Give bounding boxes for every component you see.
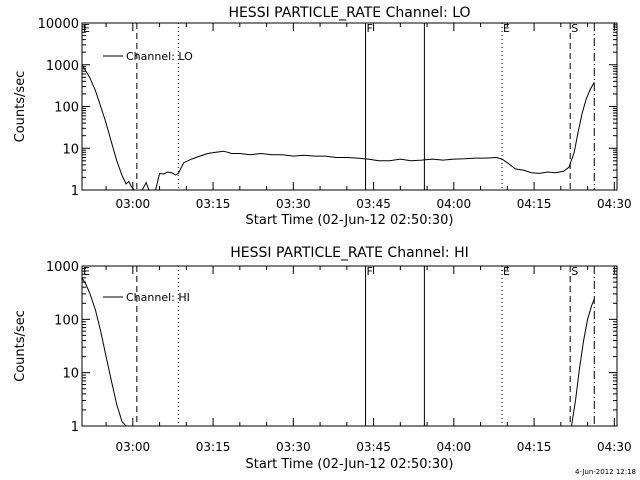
event-marker-label: E [503, 22, 510, 35]
event-marker-label: E [83, 265, 90, 278]
event-marker-label: S [571, 22, 578, 35]
x-tick-label: 04:30 [597, 197, 632, 211]
x-tick-label: 03:00 [116, 197, 151, 211]
y-axis-label: Counts/sec [13, 310, 28, 382]
hi-channel-panel: HESSI PARTICLE_RATE Channel: HI Start Tim… [13, 245, 632, 472]
x-tick-label: 03:45 [356, 440, 391, 454]
series-line [141, 181, 150, 191]
y-tick-label: 1000 [46, 260, 79, 275]
y-tick-label: 100 [54, 101, 79, 116]
lo-channel-panel: HESSI PARTICLE_RATE Channel: LO Start Tim… [13, 5, 632, 228]
event-marker-label: F [367, 265, 373, 278]
event-marker-label: E [503, 265, 510, 278]
legend-label: Channel: LO [126, 50, 193, 63]
x-tick-label: 04:15 [517, 197, 552, 211]
x-axis-label: Start Time (02-Jun-12 02:50:30) [246, 213, 454, 228]
x-tick-label: 03:00 [116, 440, 151, 454]
chart-title: HESSI PARTICLE_RATE Channel: HI [230, 245, 468, 261]
series-line [81, 277, 127, 427]
x-tick-label: 04:00 [437, 440, 472, 454]
event-marker-label: S [571, 265, 578, 278]
y-tick-label: 1 [71, 420, 79, 435]
y-tick-label: 100 [54, 313, 79, 328]
event-marker-label: F [367, 22, 373, 35]
event-marker-label: E [83, 22, 90, 35]
x-tick-label: 04:00 [437, 197, 472, 211]
y-tick-label: 10000 [38, 17, 79, 32]
chart-title: HESSI PARTICLE_RATE Channel: LO [228, 5, 470, 21]
x-axis-label: Start Time (02-Jun-12 02:50:30) [246, 457, 454, 472]
series-line [81, 64, 135, 191]
y-tick-label: 1 [71, 184, 79, 199]
x-tick-label: 03:30 [276, 197, 311, 211]
x-tick-label: 04:15 [517, 440, 552, 454]
date-stamp: 4-Jun-2012 12:18 [575, 468, 636, 476]
x-tick-label: 03:30 [276, 440, 311, 454]
series-line [155, 82, 595, 191]
y-tick-label: 10 [62, 142, 79, 157]
y-tick-label: 10 [62, 367, 79, 382]
x-tick-label: 03:15 [196, 197, 231, 211]
plot-frame [81, 265, 618, 427]
legend-label: Channel: HI [126, 291, 190, 304]
x-tick-label: 03:45 [356, 197, 391, 211]
x-tick-label: 04:30 [597, 440, 632, 454]
y-tick-label: 1000 [46, 59, 79, 74]
x-tick-label: 03:15 [196, 440, 231, 454]
series-line [571, 298, 595, 427]
y-axis-label: Counts/sec [13, 71, 28, 143]
